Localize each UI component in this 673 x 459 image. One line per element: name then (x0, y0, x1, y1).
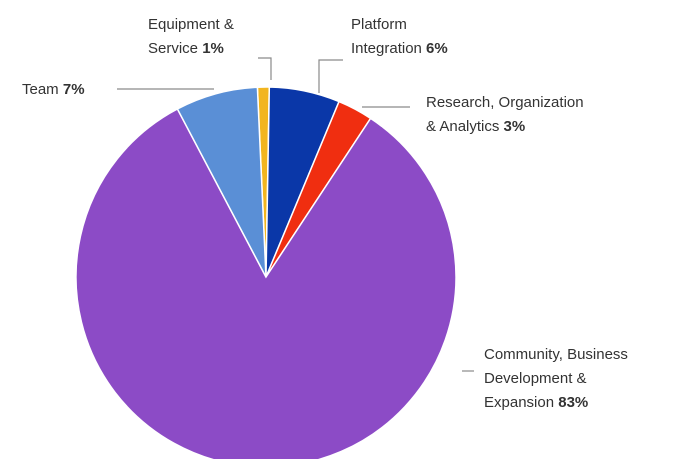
label-line: Team (22, 81, 59, 98)
label-percent: 83% (554, 394, 588, 411)
leader-lines (117, 57, 474, 372)
label-platform-integration: Platform Integration 6% (351, 16, 448, 57)
pie-slices (75, 86, 457, 459)
label-line: Community, Business (484, 346, 628, 363)
label-team: Team 7% (22, 81, 85, 98)
label-line: Integration (351, 40, 422, 57)
label-line: Platform (351, 16, 407, 33)
label-line: Service (148, 40, 198, 57)
slice-community-business-development-expansion (75, 107, 457, 459)
label-equipment-service: Equipment & Service 1% (148, 16, 234, 57)
label-line: & Analytics (426, 118, 499, 135)
label-line: Development & (484, 370, 587, 387)
label-line: Equipment & (148, 16, 234, 33)
label-line: Research, Organization (426, 94, 584, 111)
label-percent: 3% (499, 118, 525, 135)
label-research-organization-analytics: Research, Organization & Analytics 3% (426, 94, 584, 135)
label-line: Expansion (484, 394, 554, 411)
label-percent: 6% (422, 40, 448, 57)
slice-labels: Equipment & Service 1% Platform Integration… (22, 16, 628, 411)
label-percent: 7% (59, 81, 85, 98)
label-community-business-development-expansion: Community, Business Development & Expansio… (484, 346, 628, 411)
slice-team (176, 86, 267, 278)
leader-line-platform-integration (318, 59, 343, 93)
label-percent: 1% (198, 40, 224, 57)
leader-line-equipment-service (258, 57, 272, 80)
